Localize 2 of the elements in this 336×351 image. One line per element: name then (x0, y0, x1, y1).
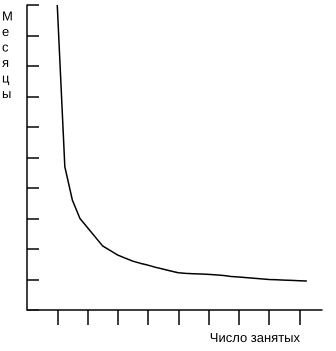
y-axis-title: Месяцы (2, 8, 13, 101)
x-axis-title: Число занятых (210, 330, 300, 345)
